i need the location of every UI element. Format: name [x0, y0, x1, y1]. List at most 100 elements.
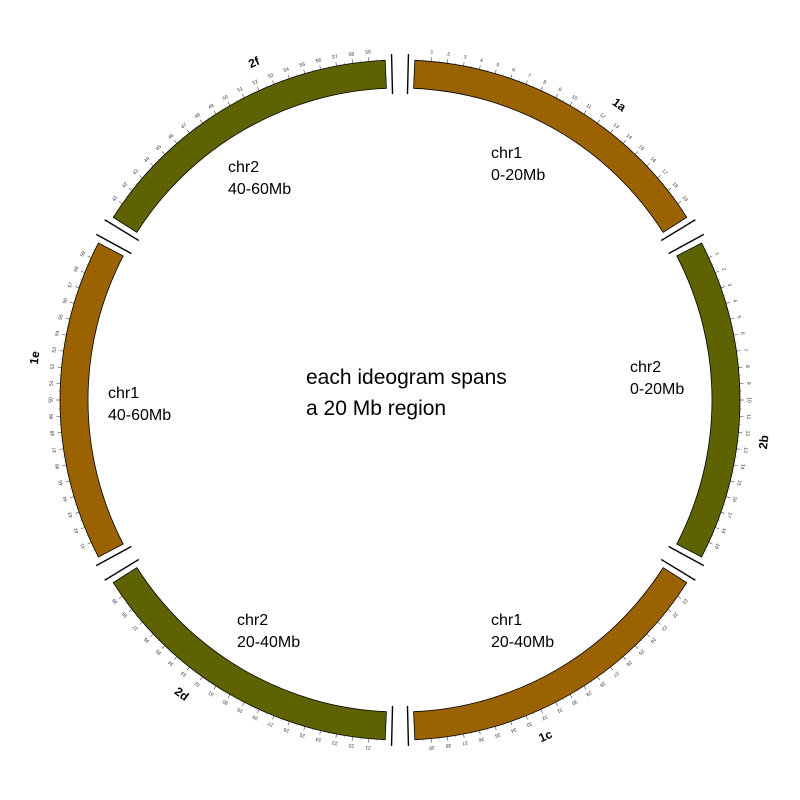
tick-mark [128, 609, 133, 613]
tick-label: 26 [283, 726, 290, 734]
tick-mark [319, 730, 321, 735]
segment-chromosome-label: chr1 [108, 385, 139, 402]
tick-label: 8 [744, 365, 750, 369]
tick-mark [287, 721, 290, 726]
minor-tick-mark [718, 279, 721, 281]
minor-tick-mark [69, 488, 72, 490]
minor-tick-mark [629, 147, 631, 149]
tick-label: 25 [299, 731, 306, 738]
minor-tick-mark [125, 195, 128, 198]
tick-label: 50 [48, 397, 54, 403]
tick-label: 9 [557, 87, 562, 94]
tick-label: 46 [54, 463, 61, 470]
tick-label: 23 [331, 739, 338, 746]
minor-tick-mark [518, 718, 520, 721]
tick-mark [555, 702, 558, 706]
segment-chromosome-label: chr2 [630, 359, 661, 376]
minor-tick-mark [487, 728, 488, 731]
tick-mark [646, 162, 650, 167]
tick-mark [118, 201, 123, 205]
tick-mark [242, 94, 245, 98]
minor-tick-mark [652, 627, 654, 630]
ideogram-layer [59, 59, 741, 741]
tick-mark [287, 74, 290, 79]
break-mark-1e-0 [95, 545, 132, 567]
segment-range-label: 20-40Mb [491, 634, 554, 651]
minor-tick-mark [169, 147, 171, 149]
ideogram-id-label: 1c [537, 727, 555, 745]
minor-tick-mark [672, 602, 675, 605]
minor-tick-mark [92, 549, 95, 551]
tick-label: 22 [348, 742, 355, 749]
break-mark-2b-0 [668, 233, 705, 255]
tick-mark [610, 129, 614, 134]
tick-label: 11 [585, 103, 593, 111]
tick-label: 42 [121, 181, 129, 189]
tick-label: 55 [299, 62, 306, 69]
tick-mark [139, 175, 143, 179]
tick-label: 1 [713, 252, 720, 257]
tick-mark [186, 129, 190, 134]
ideogram-id-label: 1e [27, 350, 42, 365]
tick-label: 52 [252, 79, 260, 87]
tick-label: 12 [744, 430, 751, 436]
minor-tick-mark [723, 504, 726, 506]
tick-label: 43 [67, 511, 75, 518]
tick-mark [118, 595, 123, 599]
tick-label: 56 [315, 57, 322, 64]
center-text-line-2: a 20 Mb region [306, 397, 446, 420]
minor-tick-mark [85, 534, 88, 536]
tick-label: 34 [510, 726, 517, 734]
tick-mark [540, 86, 543, 91]
tick-mark [447, 736, 449, 741]
minor-tick-mark [250, 705, 252, 708]
tick-mark [463, 733, 465, 739]
tick-mark [463, 61, 465, 67]
tick-mark [610, 666, 614, 671]
tick-mark [736, 350, 741, 352]
tick-label: 16 [731, 496, 738, 503]
minor-tick-mark [69, 310, 72, 312]
break-mark-1a-1 [660, 219, 696, 242]
tick-mark [479, 65, 481, 70]
tick-label: 34 [167, 659, 175, 667]
minor-tick-mark [85, 264, 88, 266]
segment-range-label: 0-20Mb [491, 167, 545, 184]
break-mark-2d-0 [390, 705, 394, 746]
tick-label: 6 [511, 67, 516, 74]
tick-mark [622, 140, 626, 144]
minor-tick-mark [705, 549, 708, 551]
tick-mark [75, 286, 80, 289]
tick-mark [150, 633, 154, 638]
ideogram-2b [676, 242, 741, 558]
tick-label: 53 [52, 347, 59, 354]
minor-tick-mark [115, 209, 118, 211]
minor-tick-mark [640, 158, 643, 161]
tick-label: 13 [612, 122, 620, 130]
minor-tick-mark [207, 116, 210, 119]
tick-label: 33 [180, 670, 188, 678]
tick-mark [569, 101, 573, 106]
minor-tick-mark [682, 209, 685, 211]
tick-mark [657, 621, 661, 625]
tick-mark [80, 270, 85, 273]
tick-label: 28 [251, 713, 259, 721]
ideogram-id-label: 1a [610, 95, 629, 114]
tick-label: 38 [121, 610, 129, 618]
ideogram-1e [59, 242, 124, 558]
tick-mark [62, 464, 67, 466]
tick-label: 30 [570, 698, 578, 706]
minor-tick-mark [718, 519, 721, 521]
minor-tick-mark [616, 136, 619, 139]
tick-mark [622, 656, 626, 660]
tick-label: 9 [745, 382, 751, 385]
tick-label: 5 [735, 315, 742, 319]
tick-mark [272, 715, 275, 720]
minor-tick-mark [312, 69, 313, 72]
ideogram-id-label: 2b [756, 434, 772, 450]
segment-chromosome-label: chr1 [491, 612, 522, 629]
tick-label: 54 [54, 330, 61, 337]
tick-label: 18 [719, 527, 727, 535]
